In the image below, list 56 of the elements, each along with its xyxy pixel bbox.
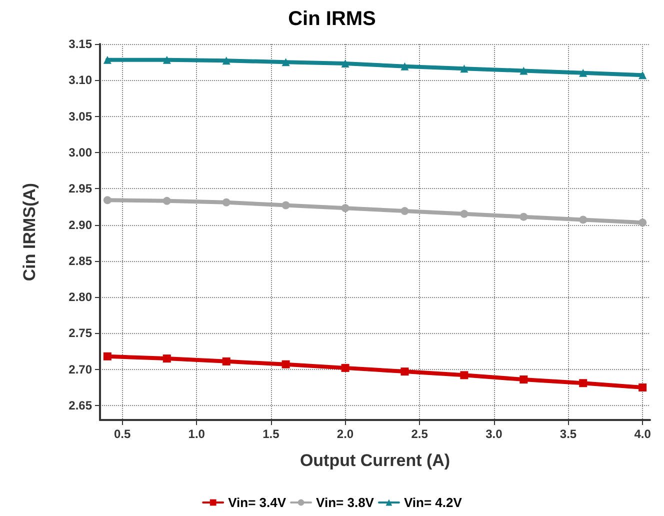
point bbox=[638, 383, 647, 392]
point bbox=[222, 198, 230, 206]
y-tick-label: 3.05 bbox=[68, 109, 92, 124]
point bbox=[400, 207, 409, 216]
y-axis-title: Cin IRMS(A) bbox=[20, 182, 39, 282]
chart-title: Cin IRMS bbox=[288, 8, 376, 30]
legend-label: Vin= 3.8V bbox=[316, 495, 374, 510]
x-tick-label: 2.5 bbox=[411, 427, 428, 441]
point bbox=[460, 64, 468, 73]
legend-label: Vin= 3.4V bbox=[228, 495, 286, 510]
point bbox=[282, 360, 290, 368]
point bbox=[520, 66, 528, 75]
x-tick-label: 1.0 bbox=[188, 427, 206, 441]
point bbox=[103, 352, 112, 360]
x-tick-label: 2.0 bbox=[336, 427, 354, 441]
x-axis-title: Output Current (A) bbox=[300, 451, 450, 470]
point bbox=[103, 56, 112, 64]
x-tick-label: 3.0 bbox=[486, 427, 503, 441]
y-tick-label: 3.10 bbox=[68, 73, 92, 88]
point bbox=[222, 56, 230, 65]
point bbox=[460, 210, 468, 218]
point bbox=[579, 216, 588, 224]
y-tick-label: 2.90 bbox=[68, 218, 92, 232]
x-tick-label: 1.5 bbox=[262, 427, 280, 441]
line-series bbox=[103, 56, 647, 80]
y-tick-label: 2.80 bbox=[68, 290, 92, 304]
point bbox=[638, 218, 647, 227]
point bbox=[282, 201, 290, 210]
point bbox=[341, 364, 350, 372]
y-tick-label: 2.75 bbox=[68, 326, 92, 340]
point bbox=[400, 368, 409, 376]
point bbox=[520, 212, 528, 221]
x-tick-label: 3.5 bbox=[560, 427, 577, 441]
legend-label: Vin= 4.2V bbox=[404, 495, 462, 510]
y-tick-label: 2.85 bbox=[68, 254, 92, 268]
y-tick-label: 2.70 bbox=[68, 362, 92, 376]
point bbox=[282, 58, 290, 66]
point bbox=[638, 71, 647, 80]
point bbox=[460, 371, 468, 380]
point bbox=[400, 62, 409, 70]
x-tick-label: 0.5 bbox=[114, 427, 131, 441]
y-tick-label: 3.00 bbox=[68, 145, 92, 160]
y-tick-label: 2.95 bbox=[68, 182, 92, 196]
y-tick-label: 2.65 bbox=[68, 398, 92, 413]
point bbox=[222, 357, 230, 366]
point bbox=[520, 376, 528, 384]
point bbox=[579, 68, 588, 77]
y-tick-label: 3.15 bbox=[68, 37, 92, 51]
point bbox=[162, 196, 171, 205]
point bbox=[579, 379, 588, 388]
point bbox=[103, 196, 112, 204]
point bbox=[341, 204, 350, 212]
point bbox=[162, 354, 171, 363]
point bbox=[162, 56, 171, 64]
point bbox=[341, 60, 350, 68]
x-tick-label: 4.0 bbox=[634, 427, 652, 441]
